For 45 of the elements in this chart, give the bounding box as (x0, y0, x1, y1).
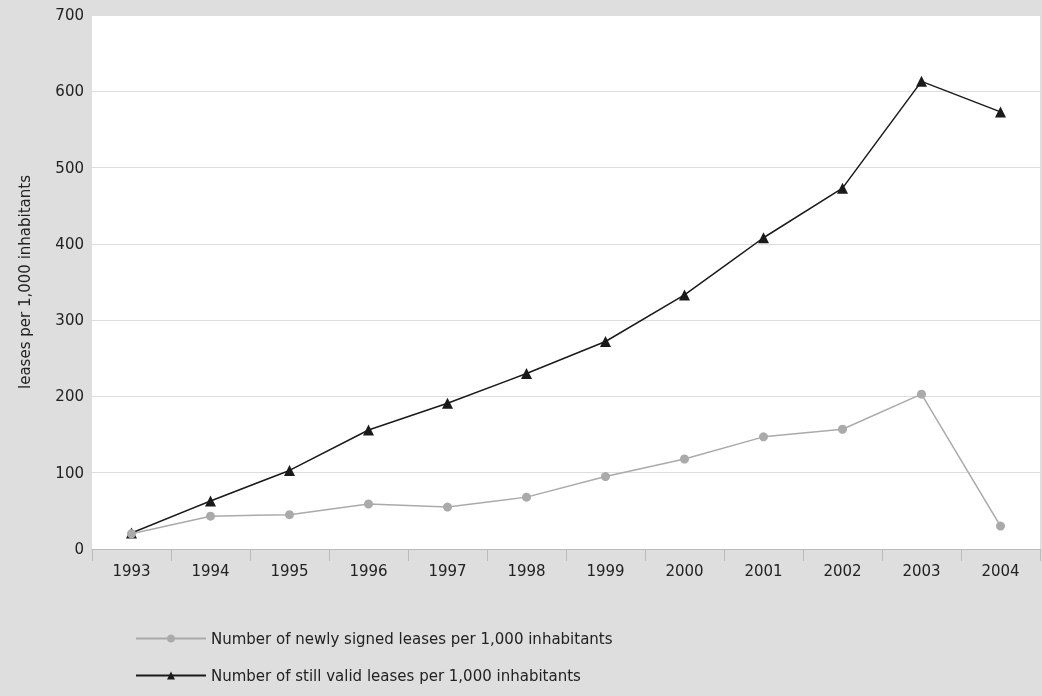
legend-label: Number of still valid leases per 1,000 inhabitants (211, 666, 582, 685)
y-tick-label: 200 (55, 387, 84, 406)
y-tick-label: 600 (55, 82, 84, 101)
point (759, 432, 768, 442)
point (995, 106, 1006, 118)
point (363, 424, 374, 436)
x-tick-label: 1998 (507, 561, 546, 580)
legend-label: Number of newly signed leases per 1,000 inhabitants (211, 629, 613, 648)
y-axis-title: leases per 1,000 inhabitants (15, 174, 34, 389)
x-tick-label: 1999 (586, 561, 625, 580)
x-tick-label: 2003 (902, 561, 941, 580)
x-tick-label: 1993 (112, 561, 151, 580)
point (284, 464, 295, 476)
x-tick-label: 1994 (191, 561, 230, 580)
point (205, 495, 216, 507)
x-tick-label: 2002 (823, 561, 862, 580)
point (364, 499, 373, 509)
y-tick-label: 500 (55, 158, 84, 177)
y-tick-label: 100 (55, 463, 84, 482)
point (285, 510, 294, 520)
point (521, 368, 532, 380)
y-tick-label: 300 (55, 311, 84, 330)
point (917, 389, 926, 399)
y-tick-label: 400 (55, 234, 84, 253)
x-tick-label: 1996 (349, 561, 388, 580)
point (758, 232, 769, 244)
point (443, 502, 452, 512)
point (679, 289, 690, 301)
point (680, 454, 689, 464)
point (996, 521, 1005, 531)
x-tick-label: 2001 (744, 561, 783, 580)
point (916, 75, 927, 87)
x-tick-label: 1997 (428, 561, 467, 580)
point (522, 492, 531, 502)
point (600, 336, 611, 347)
point (206, 511, 215, 521)
point (601, 472, 610, 482)
point (837, 182, 848, 194)
x-tick-label: 2004 (981, 561, 1020, 580)
y-tick-label: 700 (55, 6, 84, 24)
x-tick-label: 1995 (270, 561, 309, 580)
y-tick-label: 0 (74, 540, 84, 558)
x-tick-label: 2000 (665, 561, 704, 580)
point (838, 424, 847, 434)
point (442, 397, 453, 409)
